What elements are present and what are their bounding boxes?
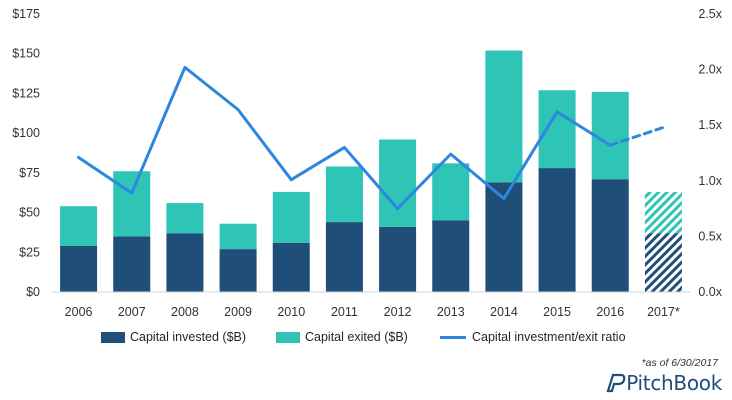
legend-item-invested: Capital invested ($B) [101,330,246,344]
y-left-tick-label: $100 [12,126,40,140]
bar-exited-2007 [113,171,151,237]
legend: Capital invested ($B) Capital exited ($B… [0,330,732,350]
legend-label-exited: Capital exited ($B) [305,330,408,344]
x-tick-label: 2014 [490,305,518,319]
legend-swatch-invested [101,331,125,343]
legend-label-ratio: Capital investment/exit ratio [472,330,626,344]
bar-exited-2009 [219,223,257,250]
footnote: *as of 6/30/2017 [641,357,718,369]
bar-exited-2015 [538,90,576,169]
legend-line-ratio [440,335,466,339]
bar-exited-2014 [485,50,523,183]
bar-invested-2012 [379,226,417,292]
bar-invested-2008 [166,233,204,292]
y-right-tick-label: 0.0x [698,285,722,299]
y-left-tick-label: $25 [19,245,40,259]
y-right-tick-label: 0.5x [698,229,722,243]
y-left-tick-label: $75 [19,166,40,180]
bar-exited-2008 [166,203,204,234]
ratio-line-group [77,65,665,211]
y-right-tick-label: 1.5x [698,118,722,132]
bar-invested-2007 [113,236,151,292]
legend-swatch-exited [276,331,300,343]
x-tick-label: 2013 [437,305,465,319]
x-tick-label: 2011 [331,305,358,319]
legend-item-ratio: Capital investment/exit ratio [440,330,626,344]
x-tick-label: 2008 [171,305,199,319]
bar-invested-2011 [325,222,363,292]
y-right-tick-label: 2.5x [698,7,722,21]
bar-exited-2011 [325,166,363,223]
x-tick-label: 2006 [65,305,93,319]
bar-invested-2014 [485,182,523,292]
x-tick-label: 2010 [277,305,305,319]
x-tick-label: 2009 [224,305,252,319]
bar-exited-2012 [379,139,417,227]
x-tick-label: 2007 [118,305,146,319]
brand-name: PitchBook [626,371,722,395]
bar-exited-2016 [591,91,629,180]
bar-invested-2010 [272,242,310,292]
bar-exited-2006 [60,206,98,246]
y-left-tick-label: $175 [12,7,40,21]
x-tick-label: 2015 [543,305,571,319]
x-tick-label: 2012 [384,305,412,319]
y-left-tick-label: $150 [12,47,40,61]
x-tick-label: 2016 [596,305,624,319]
legend-label-invested: Capital invested ($B) [130,330,247,344]
y-left-tick-label: $125 [12,86,40,100]
bar-exited-2017 [644,191,682,234]
pitchbook-icon [606,373,626,393]
y-axis-right: 0.0x 0.5x 1.0x 1.5x 2.0x 2.5x [698,7,722,299]
bar-exited-2010 [272,191,310,243]
pitchbook-logo: PitchBook [604,371,722,395]
x-tick-label: 2017* [647,305,680,319]
y-right-tick-label: 2.0x [698,63,722,77]
y-left-tick-label: $0 [26,285,40,299]
y-axis-left: $0 $25 $50 $75 $100 $125 $150 $175 [12,7,40,299]
y-right-tick-label: 1.0x [698,174,722,188]
chart-plot: $0 $25 $50 $75 $100 $125 $150 $175 0.0x 0.5x 1.0x… [12,7,723,319]
bar-exited-2013 [432,163,470,221]
x-axis: 2006 2007 2008 2009 2010 2011 2012 2013 2014 2015… [65,305,680,319]
y-left-tick-label: $50 [19,206,40,220]
bar-invested-2016 [591,179,629,292]
bar-invested-2017 [644,233,682,292]
bar-invested-2013 [432,220,470,292]
legend-item-exited: Capital exited ($B) [276,330,408,344]
bars-group [60,50,682,292]
bar-invested-2006 [60,245,98,292]
bar-invested-2015 [538,168,576,292]
ratio-line-estimate [608,125,665,147]
bar-invested-2009 [219,249,257,292]
